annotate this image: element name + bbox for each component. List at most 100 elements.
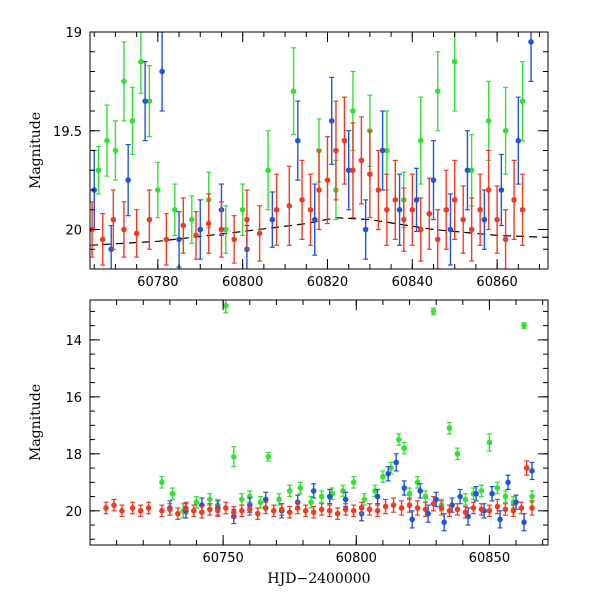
data-point: [265, 453, 272, 460]
series-3: [90, 96, 526, 269]
panel-1: 60780 60800 60820 60840 60860 19 19.5 20 Magnitu…: [28, 26, 549, 290]
data-point: [498, 187, 505, 193]
data-point: [308, 499, 314, 506]
data-point: [111, 502, 117, 508]
y-tick-label: 18: [65, 448, 82, 463]
data-point: [441, 519, 447, 526]
data-point: [299, 197, 305, 203]
data-point: [374, 508, 381, 514]
data-point: [95, 167, 102, 174]
x-tick-label: 60860: [476, 275, 517, 290]
data-point: [350, 479, 357, 486]
data-point: [505, 479, 511, 486]
data-point: [409, 206, 416, 213]
y-tick-label: 19: [65, 26, 82, 41]
data-point: [138, 58, 144, 65]
data-point: [497, 516, 503, 523]
data-point: [133, 230, 140, 237]
data-point: [515, 137, 522, 144]
data-point: [529, 468, 535, 474]
data-point: [417, 137, 424, 144]
data-point: [286, 203, 293, 209]
data-point: [478, 488, 485, 494]
data-point: [262, 505, 269, 511]
data-point: [297, 485, 304, 491]
data-point: [502, 236, 509, 243]
data-point: [207, 506, 213, 513]
data-point: [486, 439, 493, 446]
data-point: [129, 505, 136, 511]
data-point: [334, 510, 341, 517]
data-point: [257, 499, 264, 506]
data-point: [358, 157, 365, 164]
data-point: [434, 236, 441, 243]
data-point: [462, 509, 469, 516]
data-point: [518, 505, 525, 511]
data-point: [270, 508, 277, 514]
data-point: [231, 236, 237, 243]
data-point: [485, 187, 492, 193]
data-point: [341, 137, 348, 144]
data-point: [199, 509, 205, 516]
data-point: [110, 216, 117, 223]
data-point: [464, 167, 471, 174]
data-point: [486, 508, 493, 514]
plot-area: [103, 300, 535, 532]
data-point: [238, 496, 245, 503]
data-point: [392, 197, 399, 203]
data-point: [417, 488, 423, 494]
data-point: [521, 519, 527, 526]
data-point: [175, 510, 181, 517]
y-tick-label: 16: [65, 391, 82, 406]
data-point: [223, 302, 229, 309]
data-point: [205, 220, 212, 227]
data-point: [473, 490, 479, 497]
data-point: [350, 167, 356, 174]
x-tick-label: 60820: [307, 275, 348, 290]
data-point: [468, 167, 475, 174]
data-point: [273, 206, 280, 213]
data-point: [218, 226, 225, 233]
data-point: [494, 485, 501, 491]
data-point: [502, 127, 509, 134]
data-point: [362, 226, 369, 233]
data-point: [494, 216, 500, 223]
series-2: [91, 32, 534, 269]
data-point: [155, 187, 161, 193]
data-point: [454, 506, 461, 513]
data-point: [446, 508, 453, 514]
data-point: [342, 506, 349, 513]
data-point: [430, 177, 437, 183]
data-point: [290, 88, 297, 95]
data-point: [99, 236, 106, 243]
data-point: [318, 506, 325, 513]
data-point: [434, 88, 441, 95]
data-point: [430, 500, 437, 507]
data-point: [417, 226, 424, 233]
data-point: [246, 506, 253, 513]
data-point: [159, 68, 165, 75]
data-point: [422, 506, 429, 513]
data-point: [478, 506, 485, 513]
data-point: [159, 479, 165, 486]
data-point: [379, 147, 386, 154]
data-point: [276, 496, 282, 503]
data-point: [401, 216, 407, 223]
data-point: [406, 502, 413, 508]
data-point: [328, 118, 335, 124]
data-point: [422, 493, 429, 500]
data-point: [310, 509, 317, 516]
y-axis-label: Magnitude: [28, 112, 44, 189]
data-point: [163, 236, 170, 243]
data-point: [112, 147, 119, 154]
data-point: [244, 216, 250, 223]
y-axis-label: Magnitude: [28, 384, 44, 461]
data-point: [510, 508, 517, 514]
data-point: [191, 508, 197, 514]
data-point: [318, 493, 325, 500]
data-point: [374, 493, 381, 500]
data-point: [449, 502, 455, 508]
data-point: [430, 308, 437, 315]
data-point: [393, 459, 400, 466]
data-point: [238, 508, 245, 514]
